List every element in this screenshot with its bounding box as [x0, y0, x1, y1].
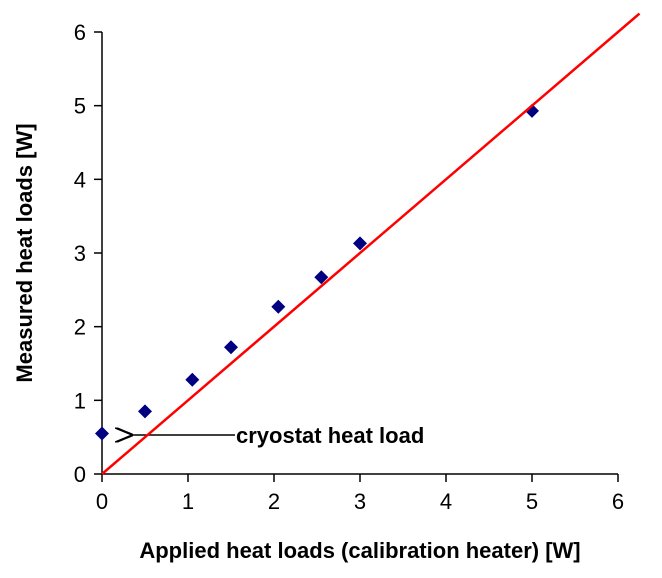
data-point [95, 426, 109, 441]
x-tick-label: 5 [526, 489, 538, 514]
data-point [271, 299, 286, 314]
y-axis-title: Measured heat loads [W] [12, 123, 37, 382]
data-point [138, 404, 152, 419]
y-tick-label: 1 [74, 388, 86, 413]
data-point [224, 340, 238, 355]
y-tick-label: 2 [74, 315, 86, 340]
data-point [314, 270, 329, 285]
y-tick-label: 5 [74, 94, 86, 119]
y-tick-label: 3 [74, 241, 86, 266]
data-point [185, 372, 200, 387]
x-axis-title: Applied heat loads (calibration heater) … [139, 538, 580, 563]
x-tick-label: 4 [440, 489, 452, 514]
x-tick-label: 1 [182, 489, 194, 514]
y-tick-label: 4 [74, 167, 86, 192]
x-tick-label: 6 [612, 489, 624, 514]
y-tick-label: 0 [74, 462, 86, 487]
data-point [353, 236, 367, 251]
x-tick-label: 3 [354, 489, 366, 514]
x-tick-label: 2 [268, 489, 280, 514]
fit-line [101, 12, 641, 475]
y-tick-label: 6 [74, 20, 86, 45]
annotation: cryostat heat load [236, 423, 424, 448]
x-tick-label: 0 [96, 489, 108, 514]
